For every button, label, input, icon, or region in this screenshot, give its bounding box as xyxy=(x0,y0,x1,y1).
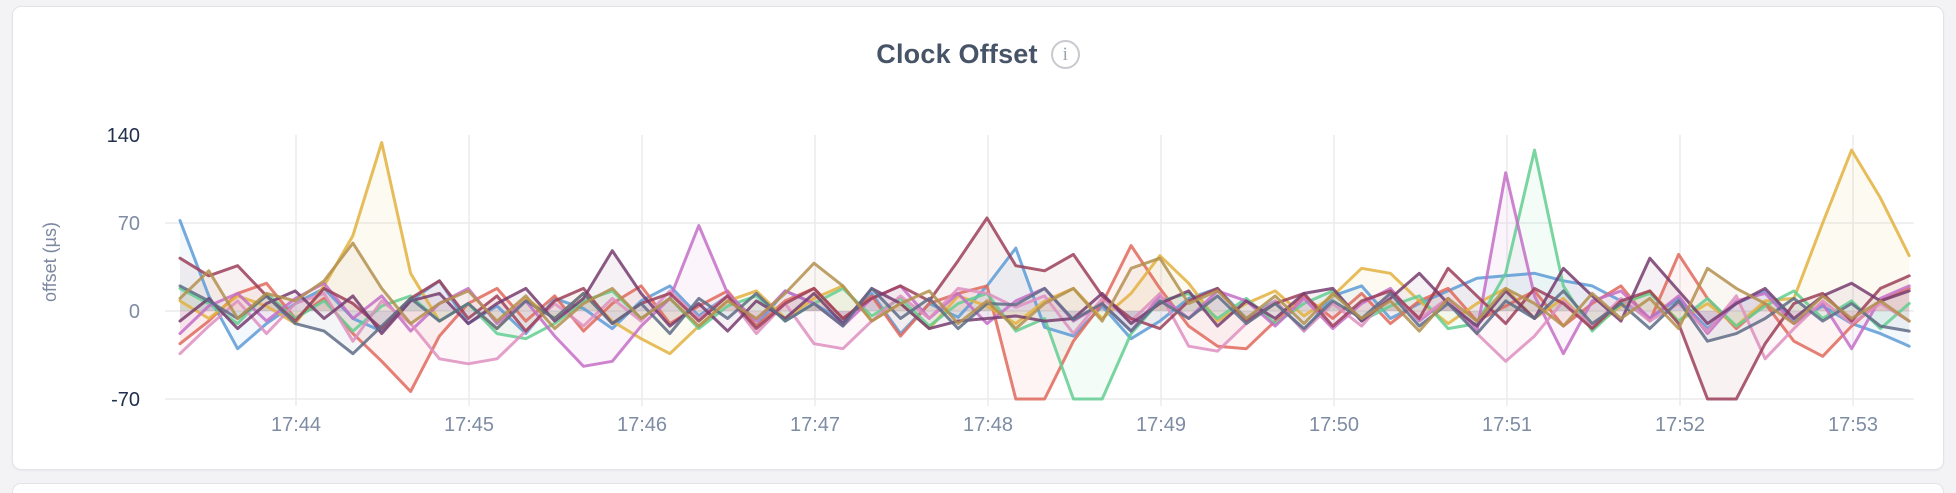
clock-offset-card: Clock Offset i xyxy=(12,6,1944,470)
info-icon-glyph: i xyxy=(1062,44,1068,65)
card-header: Clock Offset i xyxy=(13,39,1943,70)
chart-title: Clock Offset xyxy=(876,39,1038,69)
info-icon[interactable]: i xyxy=(1050,40,1080,69)
next-card-top-edge xyxy=(12,483,1944,493)
